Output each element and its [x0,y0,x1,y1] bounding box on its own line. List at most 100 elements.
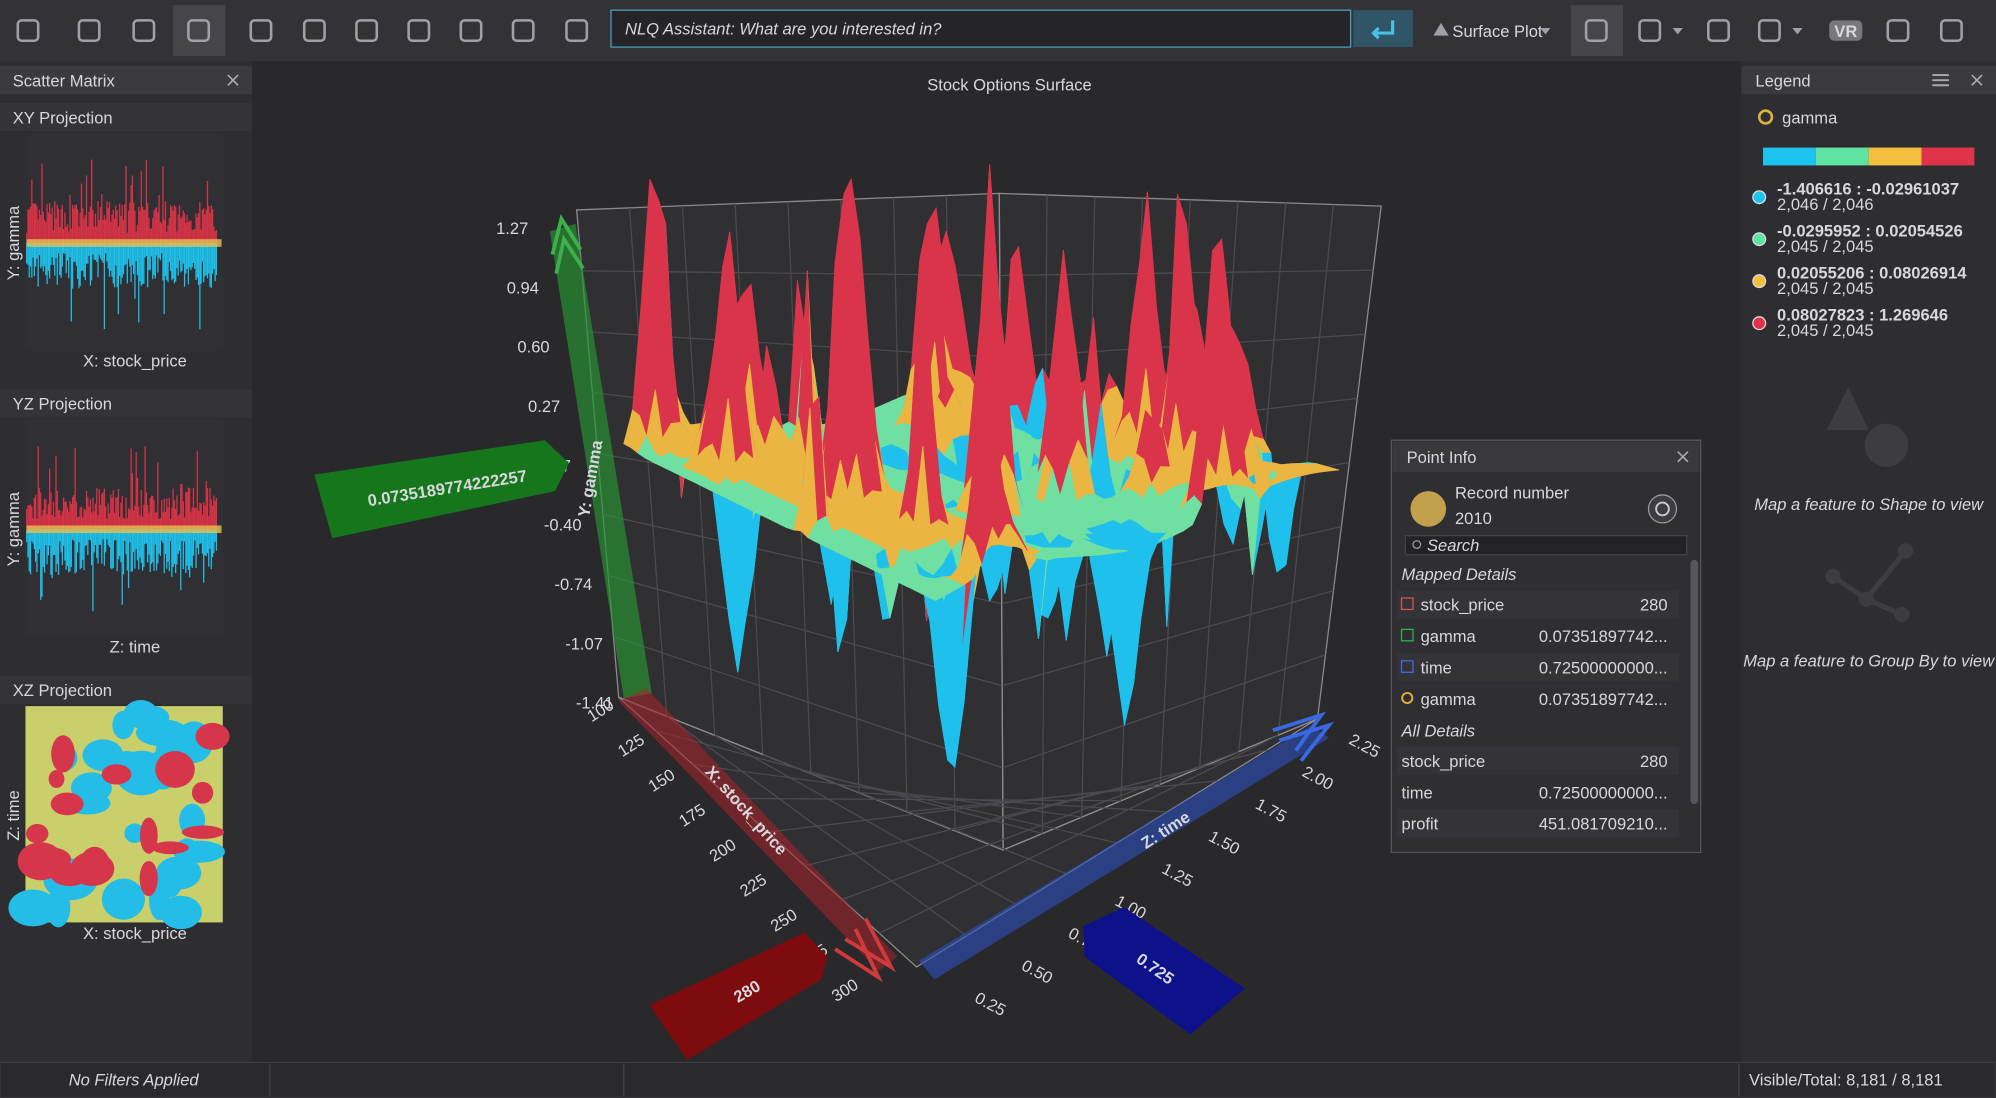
active-tool-bg [173,5,226,56]
projection-image [26,446,222,612]
toolbar-icon[interactable] [511,19,535,42]
blob [26,824,49,844]
blob [51,735,75,773]
tick-label: 1.27 [496,219,528,238]
enter-icon [1371,20,1395,40]
detail-key: profit [1402,815,1439,834]
wall-grid [1002,654,1326,769]
axis-icon [1400,628,1414,642]
toolbar-icon[interactable] [16,19,40,42]
legend-count: 2,045 / 2,045 [1777,279,1874,298]
legend-feature: gamma [1782,108,1838,127]
toolbar-icon[interactable] [1584,19,1608,42]
close-icon[interactable] [1971,74,1983,86]
axis-icon [1400,597,1414,611]
enter-button[interactable] [1353,10,1413,48]
detail-key: time [1402,783,1433,802]
visible-count: Visible/Total: 8,181 / 8,181 [1749,1070,1943,1089]
toolbar-icon[interactable] [1886,19,1910,42]
vr-badge[interactable] [1829,20,1863,41]
wall-grid [858,792,1168,813]
blob [50,792,84,816]
projection-title: XY Projection [13,108,113,127]
close-icon[interactable] [227,74,239,86]
toolbar-icon[interactable] [565,19,589,42]
blob [70,851,115,886]
nlq-search[interactable] [610,9,1352,48]
toolbar-icon[interactable] [1939,19,1963,42]
point-info-header [1392,441,1700,473]
detail-value: 280 [1640,752,1668,771]
record-number: 2010 [1455,509,1492,528]
plot-type-selector: Surface Plot [1452,22,1542,41]
toolbar-icon[interactable] [302,19,326,42]
detail-key: time [1421,659,1452,678]
group-node [1825,568,1841,584]
locate-icon [1655,501,1670,517]
toolbar-icon[interactable] [1707,19,1730,42]
toolbar-icon[interactable] [132,19,156,42]
legend-dot[interactable] [1752,232,1767,247]
projection-header [0,103,253,132]
projection-x-label: X: stock_price [83,351,187,370]
mid-band [26,525,222,534]
blob [101,878,145,920]
x-value-callout [649,932,828,1060]
search-placeholder: Search [1427,536,1479,555]
y-axis-bar [549,223,652,699]
surface-cell [927,591,946,601]
blob [101,764,132,785]
legend-dot[interactable] [1752,316,1767,331]
scrollbar[interactable] [1690,559,1699,805]
toolbar-icon[interactable] [355,19,379,42]
detail-row [1396,746,1680,775]
legend-count: 2,046 / 2,046 [1777,195,1874,214]
legend-dot[interactable] [1752,190,1767,205]
blob [139,817,158,854]
y-value-callout [314,440,570,539]
toolbar-icon[interactable] [77,19,101,42]
point-search[interactable] [1404,535,1688,556]
plot-icon [1433,22,1449,36]
projection-image [8,700,230,930]
legend-range: -0.0295952 : 0.02054526 [1777,222,1963,241]
close-icon[interactable] [1677,451,1689,463]
color-bar-segment [1868,147,1922,166]
tick-label: -0.74 [555,575,593,594]
section-title: All Details [1401,722,1476,741]
detail-value: 0.72500000000... [1539,783,1668,802]
x-axis-bar [618,688,898,971]
projection-x-label: X: stock_price [83,924,187,943]
dropdown-caret[interactable] [1792,27,1803,35]
detail-key: stock_price [1402,752,1486,771]
toolbar-icon[interactable] [187,19,211,42]
legend-dot[interactable] [1752,274,1767,289]
tick-label: -1.41 [576,694,614,713]
toolbar-icon[interactable] [1757,19,1781,42]
toolbar-icon[interactable] [407,19,431,42]
feature-ring [1757,109,1774,125]
menu-icon[interactable] [1932,74,1949,87]
search-placeholder: NLQ Assistant: What are you interested i… [625,19,942,38]
panel-header [0,66,253,95]
group-hint: Map a feature to Group By to view [1743,652,1995,671]
detail-row [1396,778,1680,807]
tick-label: -1.07 [565,634,603,653]
record-label: Record number [1455,484,1569,503]
dropdown-caret[interactable] [1540,27,1551,35]
detail-row [1396,621,1680,650]
blob [151,841,189,855]
locate-button[interactable] [1647,494,1678,524]
blob [139,860,158,897]
toolbar-icon[interactable] [1638,19,1662,42]
blob [191,781,214,804]
toolbar-icon[interactable] [459,19,483,42]
group-node [1858,591,1874,607]
tick-label: 0.94 [507,278,539,297]
wall-grid [879,734,1279,934]
toolbar-icon[interactable] [249,19,273,42]
detail-key: stock_price [1421,596,1505,615]
dropdown-caret[interactable] [1672,27,1683,35]
detail-key: gamma [1421,690,1477,709]
